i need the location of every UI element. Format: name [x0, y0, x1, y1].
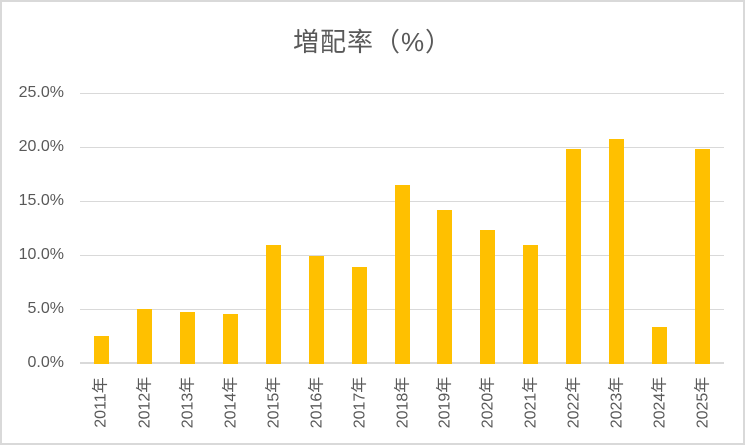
x-axis-tick-label: 2014年	[222, 376, 240, 428]
x-axis-tick-slot: 2021年	[509, 370, 552, 434]
x-axis-tick-slot: 2023年	[595, 370, 638, 434]
x-axis-tick-label: 2022年	[565, 376, 583, 428]
bar-2015年	[266, 245, 281, 364]
x-axis-tick-label: 2024年	[651, 376, 669, 428]
x-axis-tick-label: 2023年	[608, 376, 626, 428]
bar-2011年	[94, 336, 109, 364]
x-axis-tick-label: 2019年	[436, 376, 454, 428]
x-axis-tick-slot: 2013年	[166, 370, 209, 434]
bar-2017年	[352, 267, 367, 364]
y-axis-tick-label: 20.0%	[18, 138, 64, 155]
chart-title: 増配率（%）	[292, 27, 453, 57]
y-axis-tick-label: 25.0%	[18, 84, 64, 101]
bar-2012年	[137, 309, 152, 364]
x-axis-tick-slot: 2014年	[209, 370, 252, 434]
x-axis-tick-label: 2020年	[479, 376, 497, 428]
bar-2019年	[437, 210, 452, 364]
bar-2016年	[309, 256, 324, 364]
y-axis-tick-label: 10.0%	[18, 246, 64, 263]
x-axis-tick-label: 2012年	[136, 376, 154, 428]
x-axis-tick-slot: 2019年	[423, 370, 466, 434]
x-axis-tick-slot: 2022年	[552, 370, 595, 434]
y-axis-tick-label: 5.0%	[27, 300, 64, 317]
x-axis-tick-slot: 2025年	[681, 370, 724, 434]
bar-2022年	[566, 149, 581, 364]
bar-2025年	[695, 149, 710, 364]
x-axis-tick-slot: 2016年	[295, 370, 338, 434]
x-axis-tick-slot: 2012年	[123, 370, 166, 434]
x-axis-tick-slot: 2018年	[381, 370, 424, 434]
x-axis-tick-label: 2011年	[93, 376, 111, 428]
bar-2021年	[523, 245, 538, 364]
bar-2014年	[223, 314, 238, 364]
gridline-25pct	[80, 93, 724, 94]
x-axis-tick-label: 2013年	[179, 376, 197, 428]
bar-2013年	[180, 312, 195, 364]
x-axis-tick-label: 2015年	[265, 376, 283, 428]
bar-2023年	[609, 139, 624, 364]
y-axis-tick-label: 15.0%	[18, 192, 64, 209]
x-axis-tick-label: 2016年	[308, 376, 326, 428]
x-axis-tick-label: 2021年	[522, 376, 540, 428]
x-axis-tick-label: 2017年	[351, 376, 369, 428]
y-axis-tick-label: 0.0%	[27, 354, 64, 371]
gridline-20pct	[80, 147, 724, 148]
x-axis-tick-label: 2025年	[694, 376, 712, 428]
x-axis-tick-label: 2018年	[394, 376, 412, 428]
bar-2018年	[395, 185, 410, 364]
bar-2024年	[652, 327, 667, 364]
bar-2020年	[480, 230, 495, 364]
x-axis-tick-slot: 2017年	[338, 370, 381, 434]
x-axis-tick-slot: 2015年	[252, 370, 295, 434]
x-axis-tick-slot: 2020年	[466, 370, 509, 434]
x-axis-tick-slot: 2011年	[80, 370, 123, 434]
x-axis-tick-slot: 2024年	[638, 370, 681, 434]
